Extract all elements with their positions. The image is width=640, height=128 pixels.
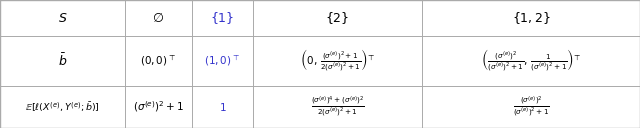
Text: $\left(\frac{(\sigma^{(e)})^2}{(\sigma^{(e)})^2+1},\,\frac{1}{(\sigma^{(e)})^2+1: $\left(\frac{(\sigma^{(e)})^2}{(\sigma^{… xyxy=(481,48,582,74)
Text: $(0,0)^{\top}$: $(0,0)^{\top}$ xyxy=(141,54,176,68)
Text: $\frac{(\sigma^{(e)})^2}{(\sigma^{(e)})^2+1}$: $\frac{(\sigma^{(e)})^2}{(\sigma^{(e)})^… xyxy=(513,95,550,119)
Text: $1$: $1$ xyxy=(219,101,226,113)
Text: $\{2\}$: $\{2\}$ xyxy=(325,10,350,26)
Text: $(\sigma^{(e)})^2+1$: $(\sigma^{(e)})^2+1$ xyxy=(133,99,184,114)
Text: $\{1,2\}$: $\{1,2\}$ xyxy=(512,10,550,26)
Text: $(1,0)^{\top}$: $(1,0)^{\top}$ xyxy=(205,54,240,68)
Text: $\bar{b}$: $\bar{b}$ xyxy=(58,53,67,69)
Text: $\left(0,\,\frac{(\sigma^{(e)})^2+1}{2(\sigma^{(e)})^2+1}\right)^{\!\top}$: $\left(0,\,\frac{(\sigma^{(e)})^2+1}{2(\… xyxy=(300,48,376,74)
Text: $\mathbb{E}[\ell(X^{(e)},Y^{(e)};\bar{b})]$: $\mathbb{E}[\ell(X^{(e)},Y^{(e)};\bar{b}… xyxy=(25,100,100,114)
Text: $\frac{(\sigma^{(e)})^4+(\sigma^{(e)})^2}{2(\sigma^{(e)})^2+1}$: $\frac{(\sigma^{(e)})^4+(\sigma^{(e)})^2… xyxy=(310,95,365,119)
Text: $S$: $S$ xyxy=(58,12,67,25)
Text: $\emptyset$: $\emptyset$ xyxy=(152,11,164,25)
Text: $\{1\}$: $\{1\}$ xyxy=(210,10,235,26)
